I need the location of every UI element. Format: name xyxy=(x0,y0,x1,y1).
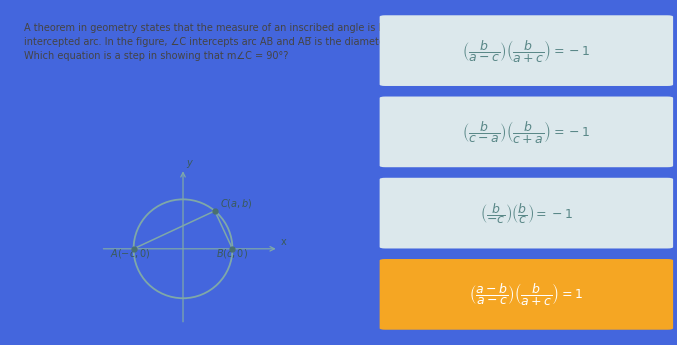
Text: $\left(\dfrac{b}{-c}\right)\left(\dfrac{b}{c}\right)=-1$: $\left(\dfrac{b}{-c}\right)\left(\dfrac{… xyxy=(480,201,573,226)
FancyBboxPatch shape xyxy=(380,15,673,86)
FancyBboxPatch shape xyxy=(380,259,673,330)
Text: $\left(\dfrac{a-b}{a-c}\right)\left(\dfrac{b}{a+c}\right)=1$: $\left(\dfrac{a-b}{a-c}\right)\left(\dfr… xyxy=(469,282,584,307)
Text: A theorem in geometry states that the measure of an inscribed angle is half the : A theorem in geometry states that the me… xyxy=(24,23,489,61)
FancyBboxPatch shape xyxy=(380,97,673,167)
Text: $A(-c, 0)$: $A(-c, 0)$ xyxy=(110,247,150,260)
Text: $\left(\dfrac{b}{c-a}\right)\left(\dfrac{b}{c+a}\right)=-1$: $\left(\dfrac{b}{c-a}\right)\left(\dfrac… xyxy=(462,119,590,145)
Text: $B(c, 0)$: $B(c, 0)$ xyxy=(217,247,248,260)
FancyBboxPatch shape xyxy=(380,178,673,248)
Text: $\left(\dfrac{b}{a-c}\right)\left(\dfrac{b}{a+c}\right)=-1$: $\left(\dfrac{b}{a-c}\right)\left(\dfrac… xyxy=(462,38,590,63)
Text: x: x xyxy=(280,237,286,247)
Text: $y$: $y$ xyxy=(186,158,194,170)
Text: $C(a, b)$: $C(a, b)$ xyxy=(220,197,253,210)
